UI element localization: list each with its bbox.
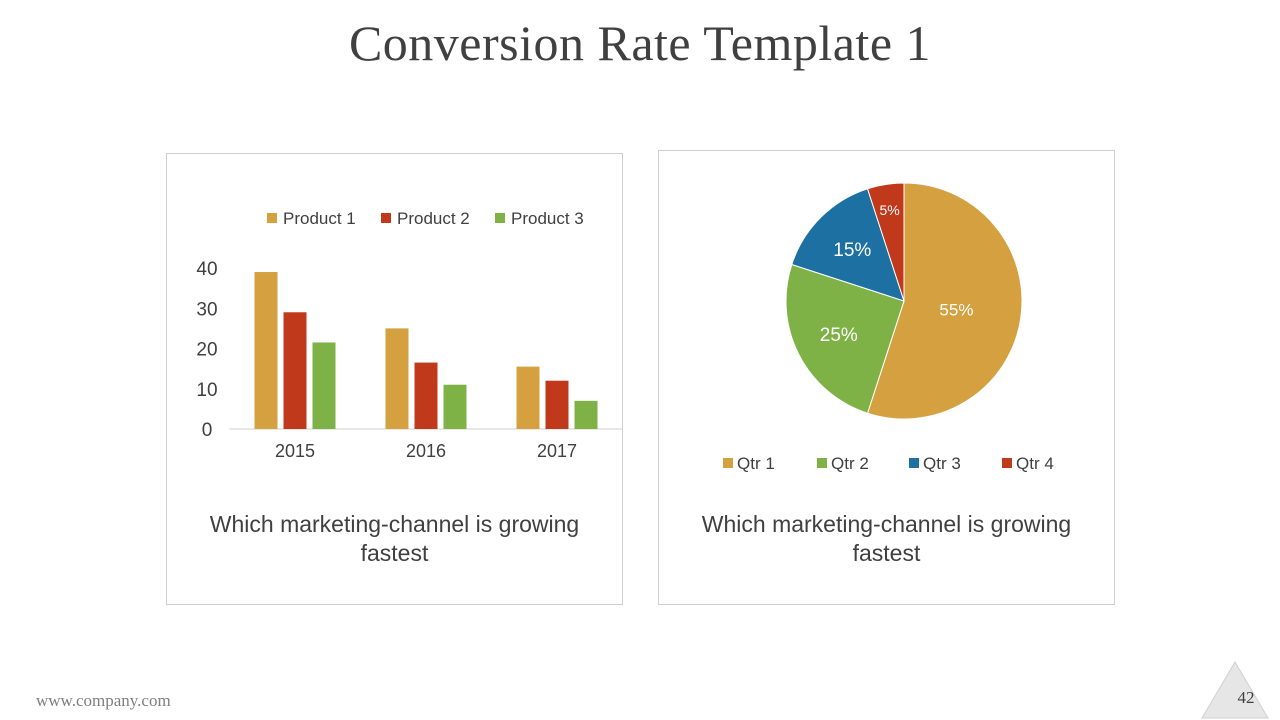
page-title: Conversion Rate Template 1 [348,15,932,71]
pie-slice-qtr-2 [785,263,905,414]
legend-swatch-product-2 [381,213,391,223]
pie-slice-qtr-4 [866,182,905,302]
bar-2015-product-3 [312,342,336,429]
legend-swatch-qtr-4 [1002,458,1012,468]
legend-label-product-1: Product 1 [283,209,356,228]
x-tick-label-2017: 2017 [537,441,577,461]
pie-slice-qtr-3 [791,188,905,302]
legend-label-qtr-1: Qtr 1 [737,454,775,473]
pie-chart-caption: Which marketing-channel is growing faste… [701,511,1072,566]
bar-2017-product-1 [516,366,540,429]
legend-swatch-product-3 [495,213,505,223]
legend-label-qtr-3: Qtr 3 [923,454,961,473]
pie-chart-panel: 55% 25% 15% 5% Qtr 1 Qtr 2 Qtr 3 Qtr 4 Which ma… [658,150,1115,605]
y-tick-label: 10 [196,380,217,401]
bar-chart: Product 1 Product 2 Product 3 0 10 20 30 40 2015… [196,209,623,461]
y-tick-label: 30 [196,299,217,320]
legend-swatch-qtr-1 [723,458,733,468]
bar-2016-product-1 [385,328,409,429]
legend-swatch-product-1 [267,213,277,223]
page-number-triangle [1201,661,1269,719]
page-number: 42 [1237,688,1255,707]
x-tick-label-2015: 2015 [275,441,315,461]
footer-url: www.company.com [36,691,171,710]
pie-data-label-qtr-1: 55% [939,300,973,319]
legend-label-qtr-2: Qtr 2 [831,454,869,473]
bar-2017-product-3 [574,400,598,429]
legend-swatch-qtr-3 [909,458,919,468]
bar-2015-product-2 [283,312,307,429]
pie-data-label-qtr-3: 15% [833,240,871,261]
bar-2015-product-1 [254,272,278,429]
pie-chart: 55% 25% 15% 5% Qtr 1 Qtr 2 Qtr 3 Qtr 4 [723,182,1054,473]
pie-data-label-qtr-4: 5% [879,202,899,218]
legend-swatch-qtr-2 [817,458,827,468]
x-tick-label-2016: 2016 [406,441,446,461]
bar-2016-product-3 [443,384,467,429]
pie-data-label-qtr-2: 25% [820,325,858,346]
legend-label-product-2: Product 2 [397,209,470,228]
legend-label-qtr-4: Qtr 4 [1016,454,1054,473]
bar-chart-caption: Which marketing-channel is growing faste… [209,511,580,566]
legend-label-product-3: Product 3 [511,209,584,228]
bar-2016-product-2 [414,362,438,429]
y-tick-label: 0 [202,420,213,441]
y-tick-label: 40 [196,259,217,280]
y-tick-label: 20 [196,340,217,361]
bar-chart-panel: Product 1 Product 2 Product 3 0 10 20 30 40 2015… [166,153,623,605]
bar-2017-product-2 [545,380,569,429]
pie-slice-qtr-1 [866,182,1023,420]
